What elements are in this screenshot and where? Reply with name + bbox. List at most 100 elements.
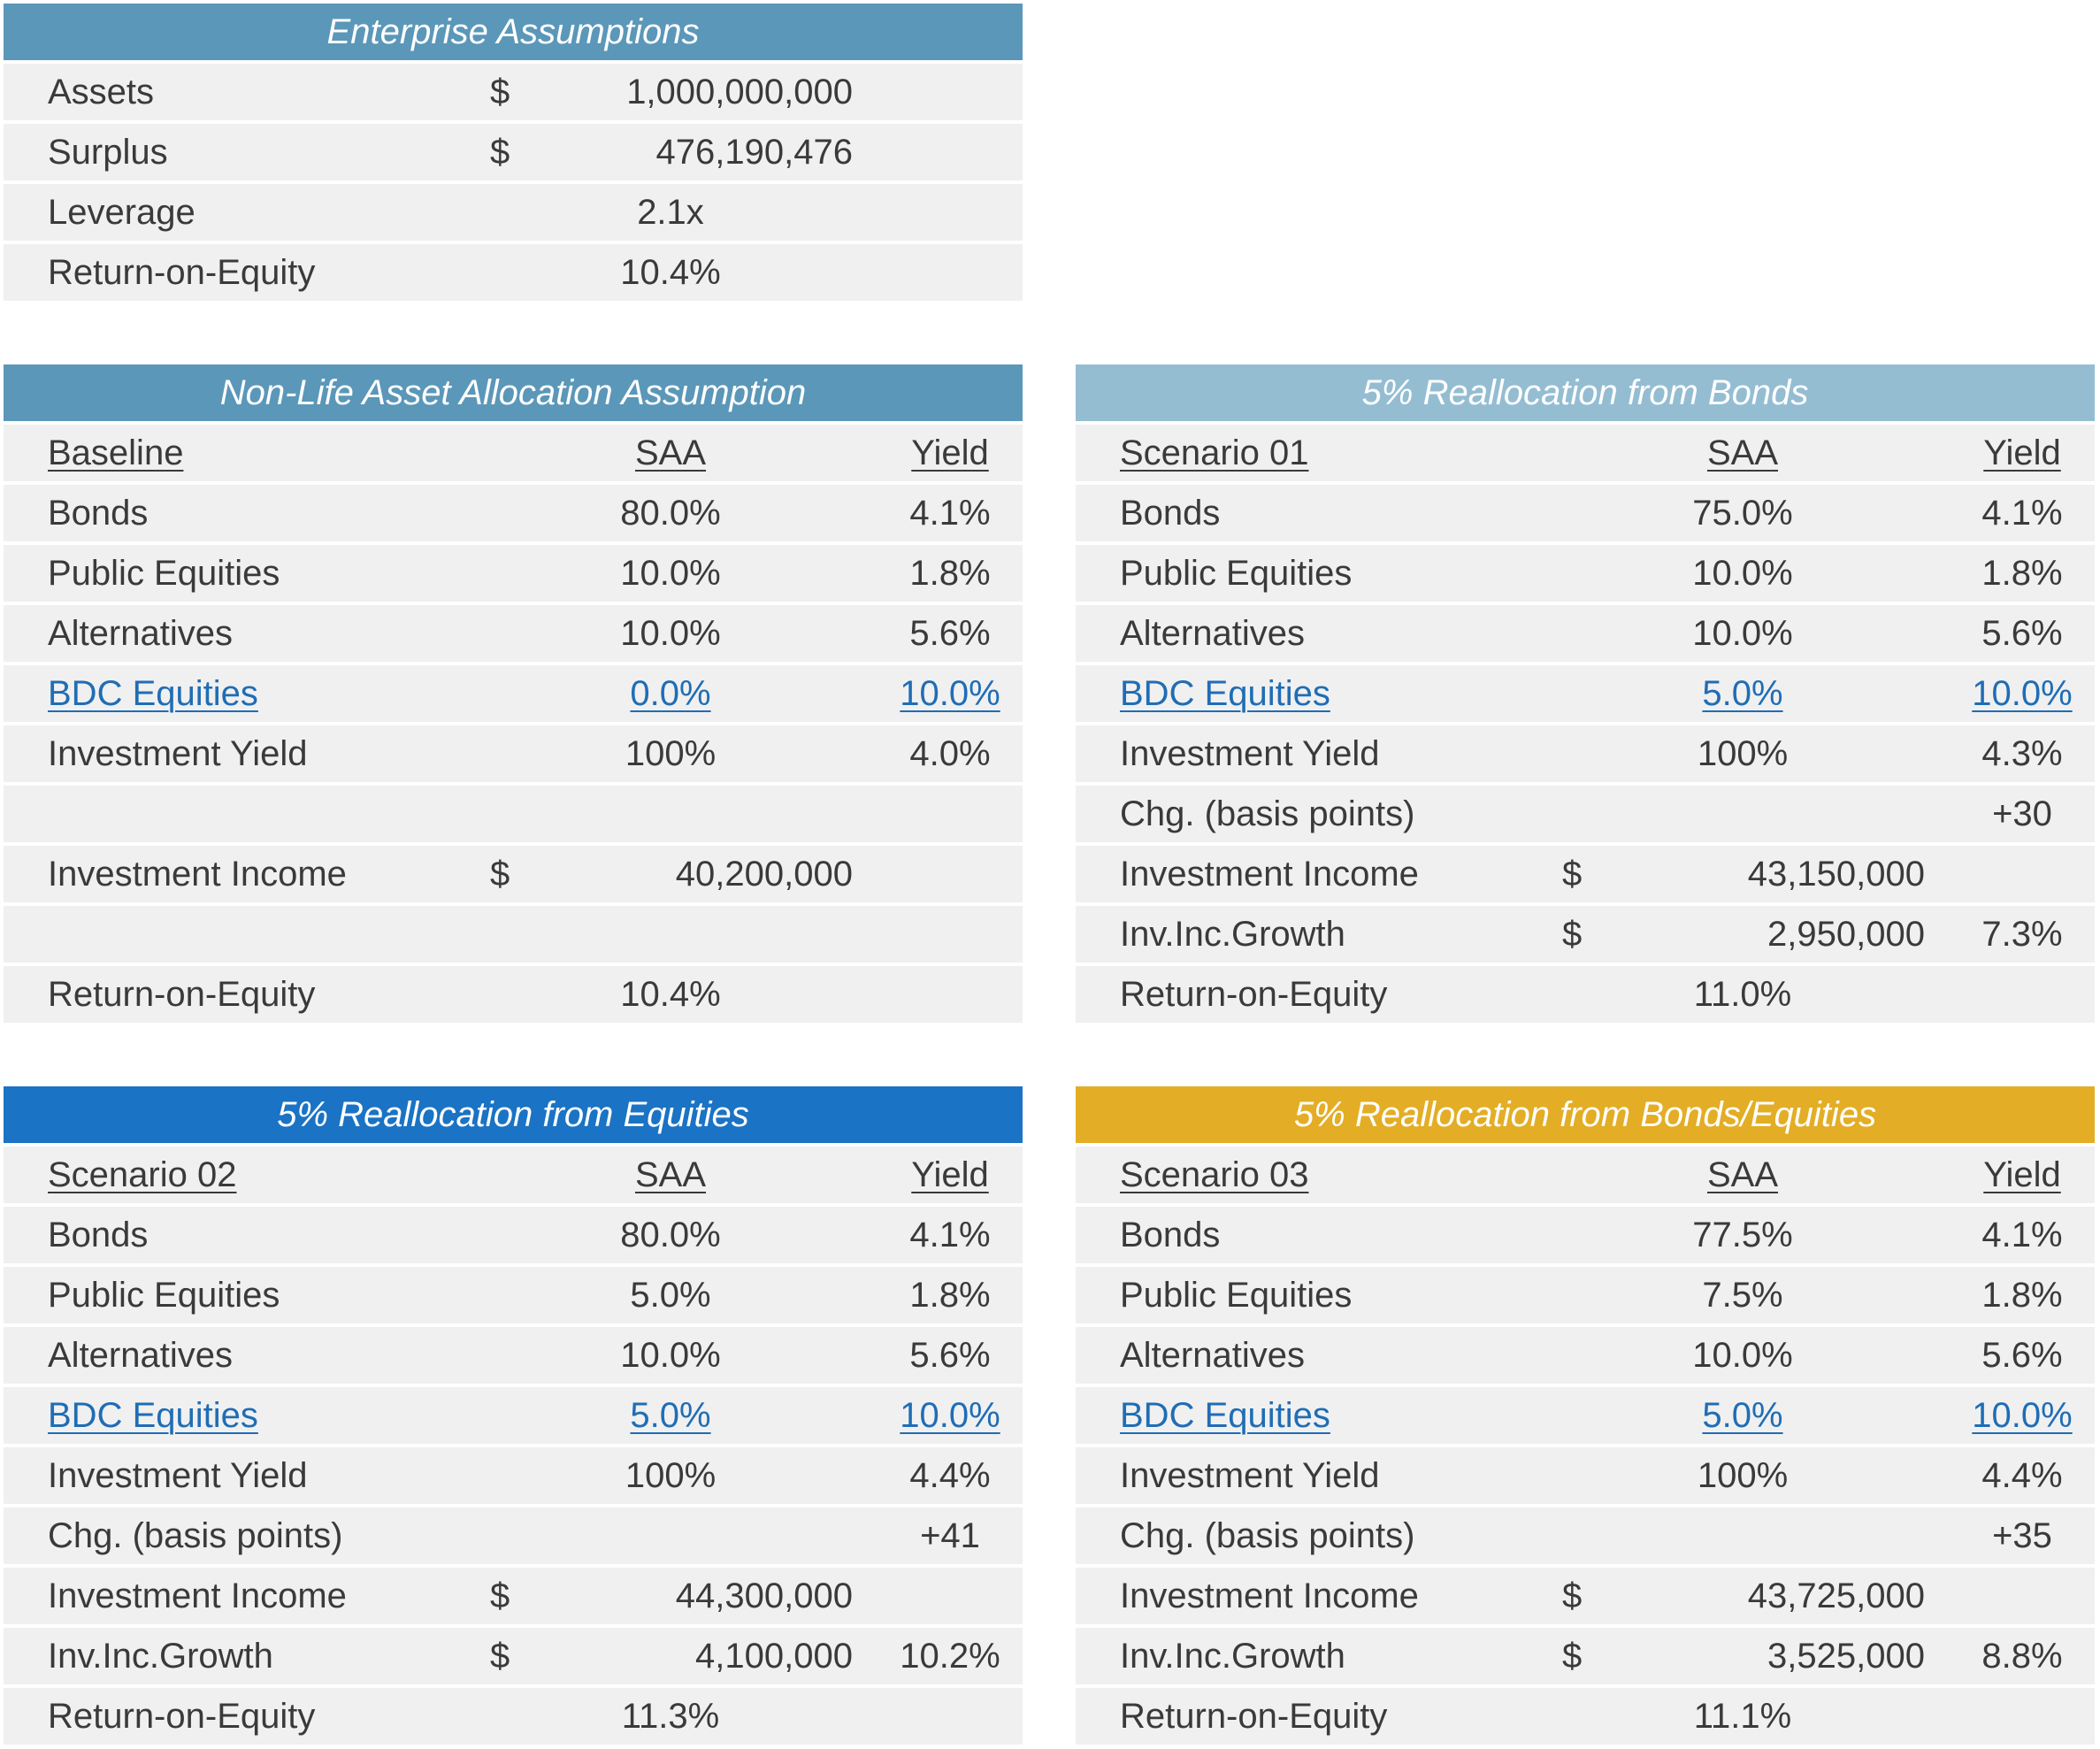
bdc-yield-input[interactable]: 10.0% <box>1972 674 2073 713</box>
table-row: Public Equities 5.0% 1.8% <box>4 1267 1023 1323</box>
table-row: Alternatives 10.0% 5.6% <box>1076 1327 2095 1384</box>
scenario03-header: 5% Reallocation from Bonds/Equities <box>1076 1086 2095 1143</box>
growth-value: $2,950,000 <box>1537 906 1946 963</box>
row-label: Investment Income <box>4 846 462 902</box>
column-header-label: Scenario 01 <box>1120 433 1309 472</box>
saa-value: 7.5% <box>1537 1267 1946 1323</box>
saa-value: 5.0% <box>465 1267 874 1323</box>
row-label: Bonds <box>4 1207 462 1263</box>
table-row: Investment Yield 100% 4.3% <box>1076 725 2095 782</box>
table-row: Inv.Inc.Growth $2,950,000 7.3% <box>1076 906 2095 963</box>
bdc-equities-link[interactable]: BDC Equities <box>1120 1396 1330 1435</box>
row-label: Public Equities <box>1076 1267 1534 1323</box>
bdc-saa-input[interactable]: 0.0% <box>630 674 711 713</box>
row-label: Alternatives <box>1076 605 1534 662</box>
table-row: Return-on-Equity 11.1% <box>1076 1688 2095 1745</box>
assets-value: $1,000,000,000 <box>465 64 874 120</box>
scenario03-panel: 5% Reallocation from Bonds/Equities Scen… <box>1076 1086 2095 1748</box>
saa-value: 80.0% <box>465 485 874 541</box>
chg-value: +30 <box>1950 786 2095 842</box>
column-header-label: Scenario 03 <box>1120 1155 1309 1194</box>
table-row: Alternatives 10.0% 5.6% <box>1076 605 2095 662</box>
table-row: Bonds 75.0% 4.1% <box>1076 485 2095 541</box>
column-header-label: Scenario 02 <box>48 1155 237 1194</box>
row-label: Alternatives <box>1076 1327 1534 1384</box>
yield-value: 4.3% <box>1950 725 2095 782</box>
table-row: Investment Yield 100% 4.4% <box>1076 1447 2095 1504</box>
table-row: Chg. (basis points) +41 <box>4 1507 1023 1564</box>
column-header-saa: SAA <box>634 1155 707 1194</box>
table-row: Bonds 77.5% 4.1% <box>1076 1207 2095 1263</box>
row-label: Return-on-Equity <box>1076 966 1534 1023</box>
yield-value: 4.1% <box>1950 485 2095 541</box>
yield-value: 1.8% <box>1950 1267 2095 1323</box>
column-header-yield: Yield <box>911 1155 989 1194</box>
column-header-yield: Yield <box>911 433 989 472</box>
row-label: Public Equities <box>4 1267 462 1323</box>
column-header-label: Baseline <box>48 433 184 472</box>
empty-cell <box>878 64 1023 120</box>
bdc-yield-input[interactable]: 10.0% <box>900 1396 1000 1435</box>
saa-value: 10.0% <box>1537 1327 1946 1384</box>
table-row: Leverage 2.1x <box>4 184 1023 241</box>
scenario01-panel: 5% Reallocation from Bonds Scenario 01 S… <box>1076 364 2095 1026</box>
bdc-saa-input[interactable]: 5.0% <box>1702 1396 1783 1435</box>
bdc-yield-input[interactable]: 10.0% <box>900 674 1000 713</box>
table-row: Assets $1,000,000,000 <box>4 64 1023 120</box>
table-row: Return-on-Equity 11.0% <box>1076 966 2095 1023</box>
growth-pct: 7.3% <box>1950 906 2095 963</box>
yield-value: 1.8% <box>878 1267 1023 1323</box>
bdc-saa-input[interactable]: 5.0% <box>1702 674 1783 713</box>
yield-value: 5.6% <box>1950 605 2095 662</box>
table-row: Return-on-Equity 10.4% <box>4 244 1023 301</box>
row-label: Leverage <box>4 184 462 241</box>
yield-value: 4.4% <box>878 1447 1023 1504</box>
bdc-saa-input[interactable]: 5.0% <box>630 1396 711 1435</box>
roe-value: 10.4% <box>465 966 874 1023</box>
enterprise-header: Enterprise Assumptions <box>4 4 1023 60</box>
table-row: Investment Income $44,300,000 <box>4 1568 1023 1624</box>
leverage-value: 2.1x <box>465 184 874 241</box>
table-row: Alternatives 10.0% 5.6% <box>4 605 1023 662</box>
table-row: Inv.Inc.Growth $3,525,000 8.8% <box>1076 1628 2095 1684</box>
growth-pct: 10.2% <box>878 1628 1023 1684</box>
chg-value: +35 <box>1950 1507 2095 1564</box>
bdc-yield-input[interactable]: 10.0% <box>1972 1396 2073 1435</box>
table-row: Inv.Inc.Growth $4,100,000 10.2% <box>4 1628 1023 1684</box>
row-label: Public Equities <box>1076 545 1534 602</box>
row-label: Investment Yield <box>4 725 462 782</box>
saa-value: 75.0% <box>1537 485 1946 541</box>
row-label: Bonds <box>4 485 462 541</box>
empty-cell <box>878 244 1023 301</box>
growth-value: $3,525,000 <box>1537 1628 1946 1684</box>
row-label: Investment Yield <box>4 1447 462 1504</box>
column-header-yield: Yield <box>1983 1155 2061 1194</box>
yield-value: 4.1% <box>1950 1207 2095 1263</box>
bdc-equities-link[interactable]: BDC Equities <box>1120 674 1330 713</box>
row-label: Investment Yield <box>1076 725 1534 782</box>
bdc-equities-link[interactable]: BDC Equities <box>48 1396 258 1435</box>
row-label: Bonds <box>1076 1207 1534 1263</box>
roe-value: 11.0% <box>1537 966 1946 1023</box>
table-row: Chg. (basis points) +35 <box>1076 1507 2095 1564</box>
column-header-yield: Yield <box>1983 433 2061 472</box>
row-label: Chg. (basis points) <box>1076 786 1534 842</box>
saa-value: 10.0% <box>465 605 874 662</box>
row-label: Chg. (basis points) <box>1076 1507 1534 1564</box>
yield-value: 4.1% <box>878 1207 1023 1263</box>
yield-value: 5.6% <box>878 1327 1023 1384</box>
row-label: Inv.Inc.Growth <box>1076 1628 1534 1684</box>
bdc-equities-link[interactable]: BDC Equities <box>48 674 258 713</box>
table-header-row: Scenario 03 SAA Yield <box>1076 1147 2095 1203</box>
row-label: Inv.Inc.Growth <box>4 1628 462 1684</box>
yield-value: 4.0% <box>878 725 1023 782</box>
table-row: Investment Income $43,725,000 <box>1076 1568 2095 1624</box>
saa-value: 80.0% <box>465 1207 874 1263</box>
row-label: Chg. (basis points) <box>4 1507 462 1564</box>
empty-row <box>4 906 1023 963</box>
column-header-saa: SAA <box>1706 433 1779 472</box>
table-row: Return-on-Equity 10.4% <box>4 966 1023 1023</box>
roe-value: 11.3% <box>465 1688 874 1745</box>
row-label: Alternatives <box>4 1327 462 1384</box>
yield-value: 5.6% <box>878 605 1023 662</box>
